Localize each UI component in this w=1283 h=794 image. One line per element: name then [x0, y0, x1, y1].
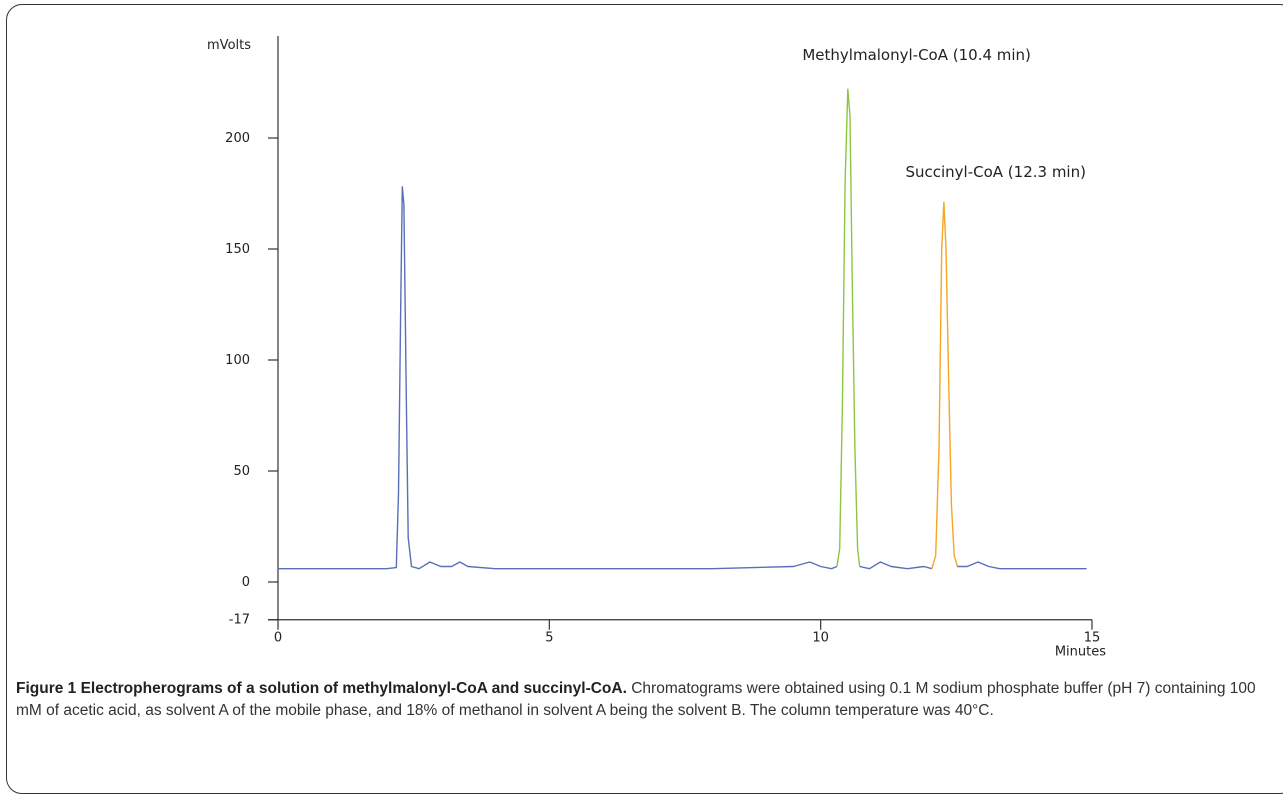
x-tick-label: 10 — [812, 631, 829, 646]
caption-body: Chromatograms were obtained using 0.1 M … — [16, 680, 1256, 719]
trace-methylmalonyl-coa-peak — [836, 88, 861, 567]
peak-annotation: Succinyl-CoA (12.3 min) — [905, 163, 1086, 181]
peak-annotation: Methylmalonyl-CoA (10.4 min) — [802, 46, 1031, 64]
x-axis-title: Minutes — [1055, 645, 1106, 660]
y-tick-label: 0 — [242, 575, 250, 590]
annotations: Methylmalonyl-CoA (10.4 min) Succinyl-CoA… — [802, 46, 1086, 181]
y-tick-label: 100 — [225, 353, 250, 368]
x-tick-label: 5 — [545, 631, 553, 646]
caption-title: Figure 1 Electropherograms of a solution… — [16, 680, 627, 697]
trace-baseline-and-early-peak — [278, 186, 838, 570]
x-tick-label: 15 — [1084, 631, 1101, 646]
figure-caption: Figure 1 Electropherograms of a solution… — [16, 678, 1276, 722]
y-tick-label: 150 — [225, 242, 250, 257]
y-tick-label: -17 — [229, 613, 250, 628]
trace-tail-baseline — [957, 561, 1087, 570]
chromatogram-traces — [278, 88, 1087, 570]
y-tick-label: 50 — [233, 464, 250, 479]
y-tick-label: 200 — [225, 131, 250, 146]
trace-succinyl-coa-peak — [931, 201, 959, 569]
y-axis-title: mVolts — [207, 38, 251, 53]
x-tick-label: 0 — [274, 631, 282, 646]
trace-mid-baseline — [859, 561, 933, 570]
